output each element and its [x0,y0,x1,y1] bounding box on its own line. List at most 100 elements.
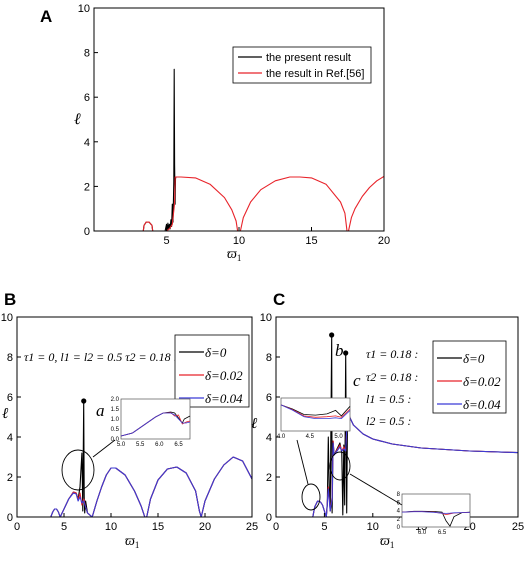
chart-c-inset-1-xtick-label-0: 4.0 [277,434,286,440]
chart-c-legend: δ=0 δ=0.02 δ=0.04 [432,340,507,414]
chart-c-zoom-ellipse-1 [301,483,321,511]
chart-a-ticks: 5 10 15 20 0 2 4 6 8 10 [78,3,390,247]
chart-b: 0 5 10 15 20 25 0 2 4 6 8 10 ℓ ϖ1 τ1 = 0, l1 = l2 =… [1,312,258,550]
chart-c-legend-label-0: δ=0 [463,351,485,366]
chart-c-inset-1-series-1 [280,404,351,418]
chart-b-xtick-label-3: 15 [152,521,164,533]
chart-b-annotation-a: a [96,401,105,420]
chart-b-params: τ1 = 0, l1 = l2 = 0.5 τ2 = 0.18 : [24,350,178,364]
chart-b-legend-label-2: δ=0.04 [205,391,243,406]
chart-a-series-1 [94,175,384,231]
chart-b-xtick-label-2: 10 [105,521,117,533]
chart-a-xtick-label-3: 20 [378,235,390,247]
chart-a-ytick-label-2: 4 [84,137,90,149]
chart-b-series [17,398,252,517]
chart-c-zoom-pointer-2 [349,473,403,506]
chart-b-axes-frame [16,316,253,518]
chart-c-annotation-b: b [335,341,344,360]
chart-c-inset-2-ytick-label-2: 4 [397,509,401,515]
chart-b-ytick-label-0: 0 [7,512,13,524]
chart-c-inset-2-xtick-label-0: 6.0 [418,530,427,536]
chart-c-inset-2-ytick-label-0: 0 [397,525,401,531]
chart-c-xtick-label-5: 25 [512,521,524,533]
chart-c-ytick-label-0: 0 [266,512,272,524]
chart-c-marker-c [343,350,349,356]
chart-b-inset-ytick-label-3: 1.5 [111,407,120,413]
chart-c-ylabel: ℓ [251,416,257,432]
chart-b-ytick-label-3: 6 [7,392,13,404]
chart-b-inset: 5.0 5.5 6.0 6.5 0.0 0.5 1.0 1.5 2.0 [111,397,191,448]
chart-c-annotation-c: c [353,371,361,390]
chart-a-axes-frame [93,7,385,232]
chart-a-legend-label-0: the present result [266,52,351,64]
chart-a-series [94,68,384,231]
chart-b-inset-series-2 [120,412,191,437]
chart-a-legend-label-1: the result in Ref.[56] [266,68,364,80]
chart-b-inset-ytick-label-1: 0.5 [111,427,120,433]
chart-a-ylabel: ℓ [74,111,81,128]
chart-a-legend: the present result the result in Ref.[56… [232,46,372,84]
chart-c-ytick-label-4: 8 [266,352,272,364]
chart-c-zoom-pointer-1 [296,439,309,485]
chart-c-inset-2-ytick-label-1: 2 [397,517,401,523]
chart-b-inset-ytick-label-4: 2.0 [111,397,120,403]
chart-b-inset-xtick-label-1: 5.5 [136,442,145,448]
chart-c-inset-1: 4.0 4.5 5.0 [277,397,351,440]
chart-c-param-3: l2 = 0.5 : [366,414,411,428]
chart-a-ytick-label-5: 10 [78,3,90,15]
chart-b-xtick-label-5: 25 [246,521,258,533]
chart-a-legend-box [232,46,372,84]
chart-c-ytick-label-5: 10 [260,312,272,324]
chart-b-ytick-label-4: 8 [7,352,13,364]
chart-c-ytick-label-1: 2 [266,472,272,484]
chart-c-ytick-label-2: 4 [266,432,272,444]
chart-c-inset-2: 6.0 6.5 0 2 4 6 8 [397,492,471,536]
chart-a-ytick-label-3: 6 [84,92,90,104]
chart-b-xlabel: ϖ1 [125,534,139,550]
chart-b-legend: δ=0 δ=0.02 δ=0.04 [174,334,250,408]
chart-a-xtick-label-2: 15 [305,235,317,247]
chart-b-inset-xtick-label-3: 6.5 [174,442,183,448]
chart-b-ticks: 0 5 10 15 20 25 0 2 4 6 8 10 [1,312,258,533]
chart-a-xtick-label-1: 10 [233,235,245,247]
chart-b-legend-label-0: δ=0 [205,345,227,360]
chart-a-ytick-label-0: 0 [84,226,90,238]
chart-b-ytick-label-2: 4 [7,432,13,444]
chart-c-inset-2-frame [401,493,471,528]
chart-b-ytick-label-1: 2 [7,472,13,484]
chart-b-xtick-label-4: 20 [199,521,211,533]
chart-b-ylabel: ℓ [2,406,8,422]
chart-c-param-2: l1 = 0.5 : [366,392,411,406]
chart-c-axes-frame [275,316,519,518]
chart-c-inset-2-ytick-label-3: 6 [397,500,401,506]
chart-c-inset-2-ytick-label-4: 8 [397,492,401,498]
chart-c-legend-box [432,340,507,414]
chart-c-inset-2-series-2 [401,511,471,514]
chart-c-inset-2-xtick-label-1: 6.5 [438,530,447,536]
chart-b-inset-ytick-label-2: 1.0 [111,417,120,423]
panel-label-a: A [40,7,52,26]
chart-b-inset-xtick-label-2: 6.0 [155,442,164,448]
chart-c-param-0: τ1 = 0.18 : [366,347,418,361]
panel-label-c: C [273,290,285,309]
chart-c-inset-1-frame [280,397,351,432]
chart-b-inset-xtick-label-0: 5.0 [117,442,126,448]
chart-a-ytick-label-1: 2 [84,181,90,193]
chart-b-ytick-label-5: 10 [1,312,13,324]
chart-b-zoom-pointer [92,439,116,458]
chart-b-legend-label-1: δ=0.02 [205,368,243,383]
chart-b-marker-a [81,398,87,404]
chart-a-xlabel: ϖ1 [227,247,241,263]
chart-c-zoom-ellipse-2 [329,451,351,481]
chart-b-series-2 [17,456,252,517]
chart-c-param-1: τ2 = 0.18 : [366,370,418,384]
chart-b-inset-ytick-label-0: 0.0 [111,437,120,443]
chart-a-xtick-label-0: 5 [163,235,169,247]
chart-c-series-2 [276,410,518,517]
panel-label-b: B [4,290,16,309]
chart-a-ytick-label-4: 8 [84,48,90,60]
chart-c-legend-label-2: δ=0.04 [463,397,501,412]
chart-c-xtick-label-0: 0 [273,521,279,533]
chart-c-marker-b [329,332,335,338]
